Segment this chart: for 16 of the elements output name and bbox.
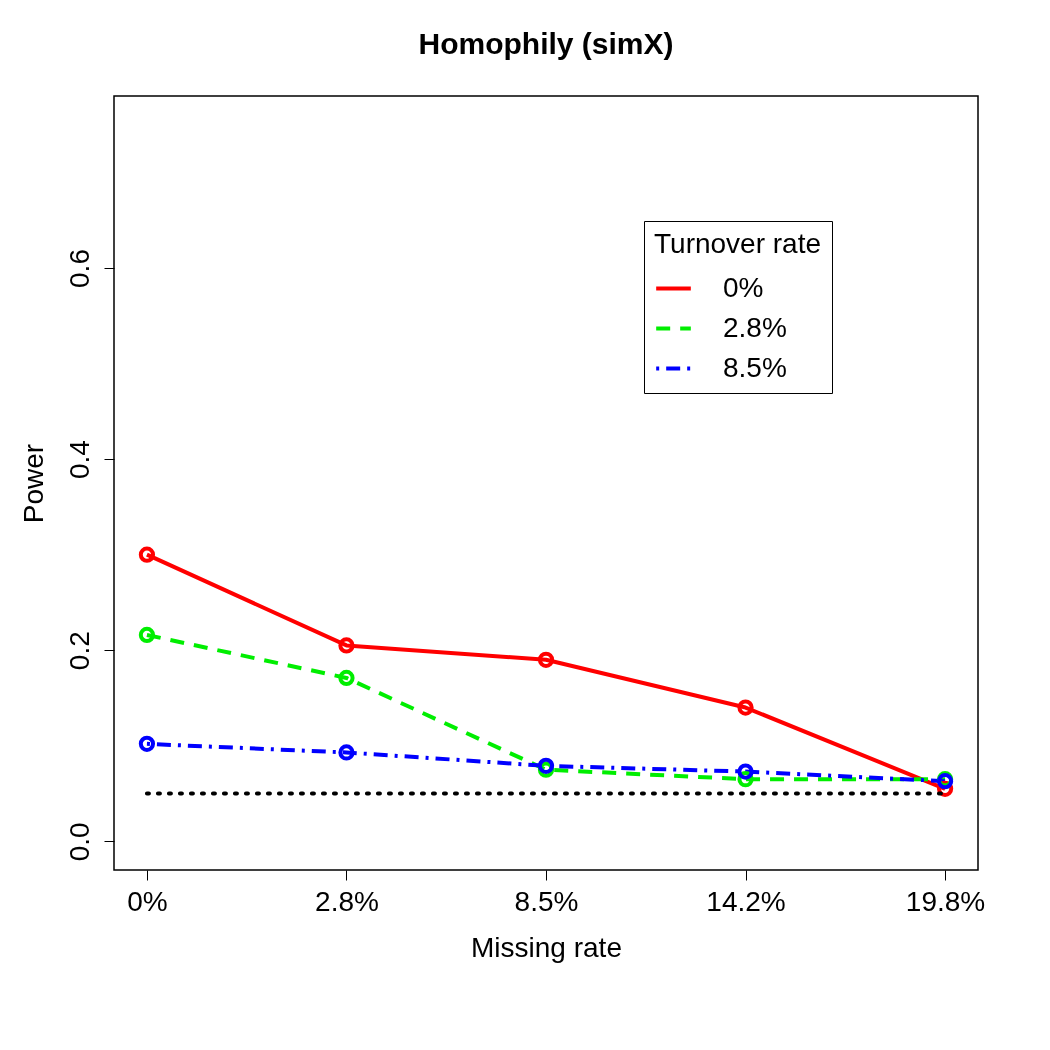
legend-label: 2.8% xyxy=(723,311,787,343)
x-tick-label: 2.8% xyxy=(315,885,379,917)
x-tick-label: 14.2% xyxy=(706,885,786,917)
x-tick-label: 19.8% xyxy=(905,885,986,917)
legend-title: Turnover rate xyxy=(654,228,822,259)
y-tick-label: 0.6 xyxy=(63,249,95,288)
chart-title: Homophily (simX) xyxy=(418,27,674,60)
legend-label: 8.5% xyxy=(723,351,787,383)
x-tick-label: 0% xyxy=(127,885,168,917)
legend-label: 0% xyxy=(723,271,764,303)
y-tick-label: 0.0 xyxy=(63,822,95,862)
x-axis-title: Missing rate xyxy=(471,931,622,963)
x-tick-label: 8.5% xyxy=(514,885,579,917)
y-axis-title: Power xyxy=(17,443,49,524)
y-tick-label: 0.4 xyxy=(63,440,95,480)
y-tick-label: 0.2 xyxy=(63,631,95,671)
